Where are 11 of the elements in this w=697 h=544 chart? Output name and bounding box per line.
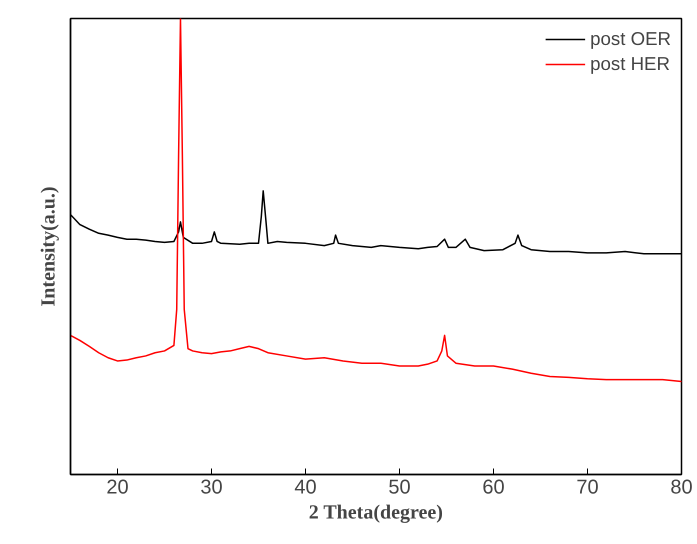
x-tick-label: 50 xyxy=(388,476,411,498)
x-tick-label: 80 xyxy=(670,476,693,498)
x-tick-label: 20 xyxy=(106,476,129,498)
y-axis-title: Intensity(a.u.) xyxy=(38,186,60,307)
legend-label: post HER xyxy=(590,53,670,75)
legend-label: post OER xyxy=(590,28,671,50)
x-tick-label: 60 xyxy=(482,476,505,498)
x-tick-label: 40 xyxy=(294,476,317,498)
x-tick-label: 30 xyxy=(200,476,223,498)
x-axis-title: 2 Theta(degree) xyxy=(308,502,443,524)
x-tick-label: 70 xyxy=(576,476,599,498)
